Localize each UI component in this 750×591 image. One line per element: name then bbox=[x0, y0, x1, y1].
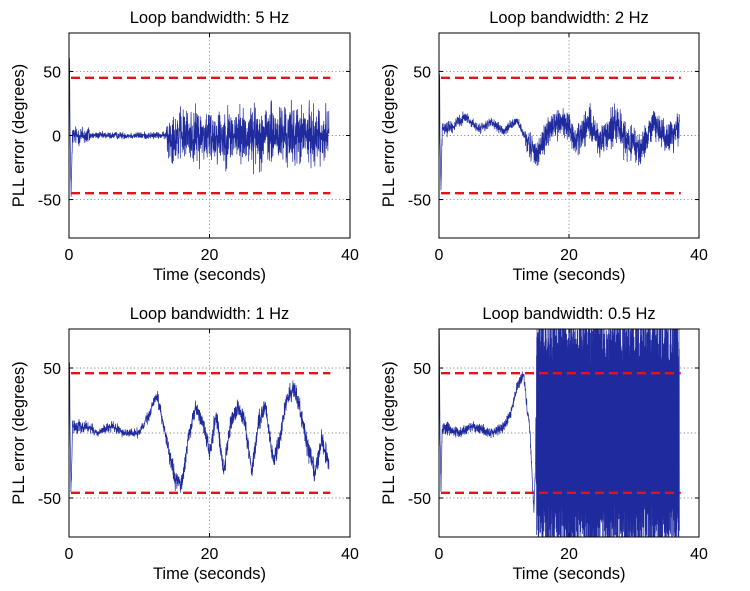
x-axis-label: Time (seconds) bbox=[153, 565, 266, 583]
x-tick-label: 40 bbox=[341, 247, 359, 264]
y-axis-label: PLL error (degrees) bbox=[10, 64, 28, 207]
chart-panel-3: 0 20 40 -50 50 Loop bandwidth: 1 Hz Time (seco… bbox=[10, 305, 359, 583]
y-tick-label: 50 bbox=[43, 361, 61, 378]
y-tick-label: -50 bbox=[38, 193, 61, 210]
y-axis-label: PLL error (degrees) bbox=[380, 64, 398, 207]
chart-title: Loop bandwidth: 2 Hz bbox=[489, 9, 649, 27]
y-tick-label: 50 bbox=[43, 64, 61, 81]
x-tick-label: 0 bbox=[435, 546, 444, 563]
chart-title: Loop bandwidth: 0.5 Hz bbox=[482, 305, 655, 323]
chart-panel-2: 0 20 40 -50 50 Loop bandwidth: 2 Hz Time (seco… bbox=[380, 9, 708, 284]
y-tick-label: -50 bbox=[408, 193, 431, 210]
x-tick-label: 20 bbox=[201, 546, 219, 563]
pll-error-line bbox=[439, 329, 680, 537]
x-tick-label: 0 bbox=[65, 546, 74, 563]
x-tick-label: 20 bbox=[560, 546, 578, 563]
chart-panel-1: 0 20 40 -50 0 50 Loop bandwidth: 5 Hz Time (sec… bbox=[10, 9, 359, 284]
x-axis-label: Time (seconds) bbox=[512, 565, 625, 583]
x-axis-label: Time (seconds) bbox=[512, 266, 625, 284]
chart-panel-4: 0 20 40 -50 50 Loop bandwidth: 0.5 Hz Time (se… bbox=[380, 305, 708, 583]
x-tick-label: 40 bbox=[341, 546, 359, 563]
y-tick-label: 50 bbox=[413, 64, 431, 81]
x-tick-label: 0 bbox=[435, 247, 444, 264]
chart-title: Loop bandwidth: 1 Hz bbox=[130, 305, 290, 323]
y-tick-label: 50 bbox=[413, 361, 431, 378]
y-axis-label: PLL error (degrees) bbox=[10, 361, 28, 504]
y-tick-label: 0 bbox=[52, 129, 61, 146]
x-axis-label: Time (seconds) bbox=[153, 266, 266, 284]
y-axis-label: PLL error (degrees) bbox=[380, 361, 398, 504]
x-tick-label: 40 bbox=[690, 247, 708, 264]
x-tick-label: 20 bbox=[560, 247, 578, 264]
pll-error-line bbox=[69, 362, 330, 493]
y-tick-label: -50 bbox=[408, 491, 431, 508]
chart-title: Loop bandwidth: 5 Hz bbox=[130, 9, 290, 27]
y-tick-label: -50 bbox=[38, 491, 61, 508]
x-tick-label: 20 bbox=[201, 247, 219, 264]
x-tick-label: 0 bbox=[65, 247, 74, 264]
pll-error-line bbox=[439, 73, 680, 191]
pll-error-line bbox=[69, 58, 330, 197]
x-tick-label: 40 bbox=[690, 546, 708, 563]
